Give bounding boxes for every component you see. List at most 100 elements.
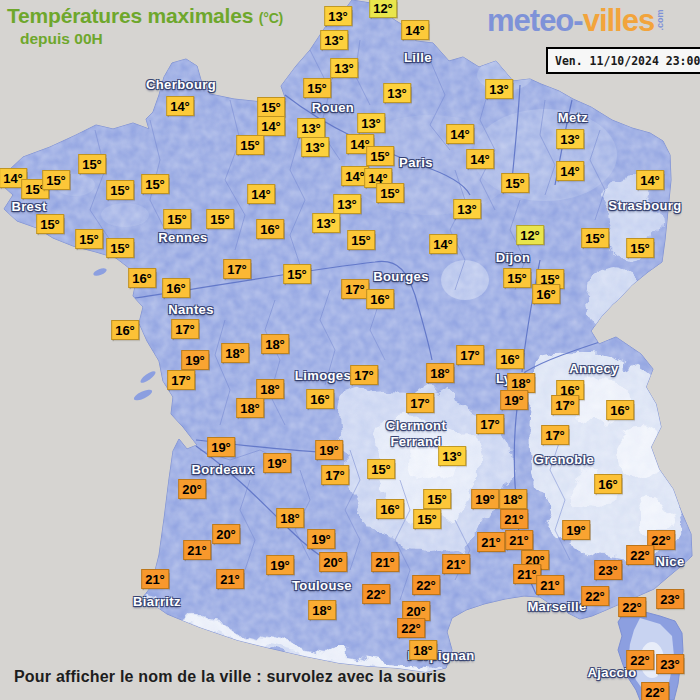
temp-label[interactable]: 21°	[500, 509, 528, 529]
temp-label[interactable]: 16°	[376, 499, 404, 519]
temp-label[interactable]: 16°	[496, 349, 524, 369]
temp-label[interactable]: 17°	[456, 345, 484, 365]
temp-label[interactable]: 15°	[283, 264, 311, 284]
temp-label[interactable]: 21°	[477, 532, 505, 552]
temp-label[interactable]: 22°	[581, 586, 609, 606]
temp-label[interactable]: 15°	[75, 229, 103, 249]
temp-label[interactable]: 17°	[167, 370, 195, 390]
temp-label[interactable]: 14°	[257, 116, 285, 136]
meteo-villes-logo[interactable]: meteo-villes.com	[487, 3, 654, 39]
temp-label[interactable]: 13°	[301, 137, 329, 157]
temp-label[interactable]: 15°	[581, 228, 609, 248]
temp-label[interactable]: 16°	[128, 268, 156, 288]
temp-label[interactable]: 15°	[347, 230, 375, 250]
temp-label[interactable]: 15°	[163, 209, 191, 229]
temp-label[interactable]: 17°	[223, 259, 251, 279]
temp-label[interactable]: 18°	[236, 398, 264, 418]
temp-label[interactable]: 17°	[406, 393, 434, 413]
temp-label[interactable]: 15°	[78, 154, 106, 174]
temp-label[interactable]: 18°	[221, 343, 249, 363]
temp-label[interactable]: 13°	[485, 79, 513, 99]
temp-label[interactable]: 15°	[501, 173, 529, 193]
temp-label[interactable]: 15°	[106, 180, 134, 200]
temp-label[interactable]: 16°	[162, 278, 190, 298]
temp-label[interactable]: 17°	[341, 279, 369, 299]
temp-label[interactable]: 23°	[594, 560, 622, 580]
temp-label[interactable]: 21°	[442, 554, 470, 574]
temp-label[interactable]: 18°	[276, 508, 304, 528]
temp-label[interactable]: 14°	[466, 149, 494, 169]
temp-label[interactable]: 15°	[141, 174, 169, 194]
temp-label[interactable]: 18°	[499, 489, 527, 509]
temp-label[interactable]: 15°	[42, 170, 70, 190]
temp-label[interactable]: 13°	[333, 194, 361, 214]
temp-label[interactable]: 21°	[216, 569, 244, 589]
temp-label[interactable]: 17°	[321, 465, 349, 485]
temp-label[interactable]: 18°	[409, 640, 437, 660]
temp-label[interactable]: 13°	[383, 83, 411, 103]
temp-label[interactable]: 13°	[357, 113, 385, 133]
temp-label[interactable]: 14°	[429, 234, 457, 254]
temp-label[interactable]: 18°	[308, 600, 336, 620]
temp-label[interactable]: 14°	[166, 96, 194, 116]
temp-label[interactable]: 15°	[236, 135, 264, 155]
temp-label[interactable]: 16°	[606, 400, 634, 420]
temp-label[interactable]: 12°	[516, 225, 544, 245]
temp-label[interactable]: 19°	[207, 437, 235, 457]
temp-label[interactable]: 15°	[106, 238, 134, 258]
temp-label[interactable]: 21°	[505, 530, 533, 550]
temp-label[interactable]: 22°	[626, 650, 654, 670]
temp-label[interactable]: 21°	[371, 552, 399, 572]
temp-label[interactable]: 13°	[453, 199, 481, 219]
temp-label[interactable]: 14°	[247, 184, 275, 204]
temp-label[interactable]: 18°	[261, 334, 289, 354]
temp-label[interactable]: 13°	[320, 30, 348, 50]
temp-label[interactable]: 13°	[324, 6, 352, 26]
temp-label[interactable]: 15°	[626, 238, 654, 258]
temp-label[interactable]: 16°	[306, 389, 334, 409]
temp-label[interactable]: 13°	[312, 213, 340, 233]
temp-label[interactable]: 17°	[171, 319, 199, 339]
temp-label[interactable]: 19°	[307, 529, 335, 549]
temp-label[interactable]: 15°	[367, 459, 395, 479]
temp-label[interactable]: 13°	[438, 446, 466, 466]
temp-label[interactable]: 20°	[178, 479, 206, 499]
temp-label[interactable]: 17°	[350, 365, 378, 385]
temp-label[interactable]: 15°	[257, 97, 285, 117]
temp-label[interactable]: 20°	[319, 552, 347, 572]
temp-label[interactable]: 20°	[212, 524, 240, 544]
temp-label[interactable]: 19°	[315, 440, 343, 460]
temp-label[interactable]: 19°	[181, 350, 209, 370]
temp-label[interactable]: 16°	[366, 289, 394, 309]
temp-label[interactable]: 21°	[536, 575, 564, 595]
temp-label[interactable]: 18°	[256, 379, 284, 399]
temp-label[interactable]: 19°	[263, 453, 291, 473]
temp-label[interactable]: 14°	[446, 124, 474, 144]
temp-label[interactable]: 15°	[423, 489, 451, 509]
temp-label[interactable]: 21°	[141, 569, 169, 589]
temp-label[interactable]: 19°	[562, 520, 590, 540]
temp-label[interactable]: 16°	[111, 320, 139, 340]
temp-label[interactable]: 14°	[556, 161, 584, 181]
temp-label[interactable]: 15°	[36, 214, 64, 234]
temp-label[interactable]: 21°	[183, 540, 211, 560]
temp-label[interactable]: 14°	[636, 170, 664, 190]
temp-label[interactable]: 16°	[532, 284, 560, 304]
temp-label[interactable]: 19°	[266, 555, 294, 575]
temp-label[interactable]: 16°	[256, 219, 284, 239]
temp-label[interactable]: 15°	[376, 183, 404, 203]
temp-label[interactable]: 17°	[551, 395, 579, 415]
temp-label[interactable]: 14°	[401, 20, 429, 40]
temp-label[interactable]: 13°	[330, 58, 358, 78]
temp-label[interactable]: 22°	[397, 618, 425, 638]
temp-label[interactable]: 17°	[541, 425, 569, 445]
temp-label[interactable]: 23°	[656, 589, 684, 609]
temp-label[interactable]: 15°	[413, 509, 441, 529]
temp-label[interactable]: 15°	[206, 209, 234, 229]
temp-label[interactable]: 19°	[471, 489, 499, 509]
temp-label[interactable]: 13°	[556, 129, 584, 149]
temp-label[interactable]: 22°	[362, 584, 390, 604]
temp-label[interactable]: 22°	[618, 597, 646, 617]
temp-label[interactable]: 22°	[412, 575, 440, 595]
temp-label[interactable]: 13°	[297, 118, 325, 138]
